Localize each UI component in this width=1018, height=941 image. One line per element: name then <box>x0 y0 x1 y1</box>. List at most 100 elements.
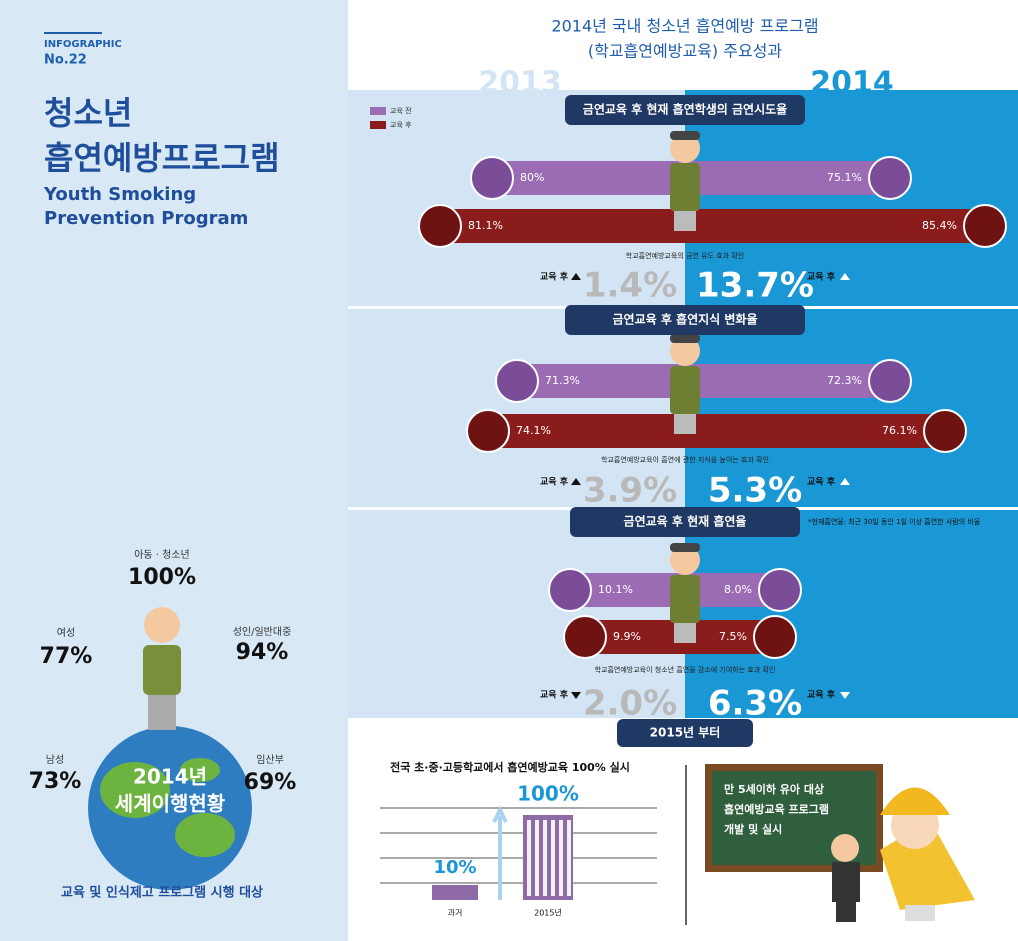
bar-label: 2015년 <box>534 908 562 918</box>
icon <box>466 409 510 453</box>
group-value: 100% <box>128 565 196 590</box>
bar-value: 10% <box>433 857 476 878</box>
value: 76.1% <box>882 424 917 437</box>
icon <box>753 615 797 659</box>
group-label: 여성 <box>57 627 75 639</box>
year: 2014 <box>810 66 894 101</box>
change-label: 교육 후 <box>540 689 569 701</box>
person-head <box>670 336 700 366</box>
side-note: *현재흡연율: 최근 30일 동안 1일 이상 흡연한 사람의 비율 <box>808 517 981 526</box>
person-legs <box>674 414 696 434</box>
value: 75.1% <box>827 171 862 184</box>
change: 5.3% <box>708 471 802 511</box>
header-title: 2014년 국내 청소년 흡연예방 프로그램 <box>551 17 818 36</box>
bar-label: 과거 <box>448 909 463 918</box>
icon <box>868 156 912 200</box>
child-legs <box>905 905 935 921</box>
banner-bg <box>617 719 753 747</box>
building <box>432 885 478 900</box>
person-hair <box>670 543 700 552</box>
arrow <box>840 478 850 485</box>
arrow <box>571 692 581 699</box>
banner: 2015년 부터 <box>650 725 721 740</box>
windows <box>559 820 563 896</box>
section-title: 금연교육 후 현재 흡연율 <box>624 514 747 529</box>
group-label: 임산부 <box>256 753 284 766</box>
person-body <box>670 575 700 623</box>
value: 10.1% <box>598 583 633 596</box>
icon <box>758 568 802 612</box>
section-title: 금연교육 후 흡연지식 변화율 <box>612 312 757 327</box>
change-label: 교육 후 <box>807 689 836 701</box>
child-hat <box>880 787 950 815</box>
change-label: 교육 후 <box>807 271 836 283</box>
value: 72.3% <box>827 374 862 387</box>
center: 세계이행현황 <box>115 792 226 816</box>
group-label: 아동 · 청소년 <box>134 549 190 561</box>
bar <box>468 414 965 448</box>
growth-arrow <box>492 805 508 900</box>
change: 3.9% <box>583 471 677 511</box>
icon <box>548 568 592 612</box>
windows <box>543 820 547 896</box>
change: 2.0% <box>583 684 677 724</box>
section-title: 금연교육 후 현재 흡연학생의 금연시도율 <box>583 102 787 117</box>
person-head <box>670 545 700 575</box>
person-head <box>144 607 180 643</box>
land <box>180 758 220 782</box>
subtitle: Youth Smoking <box>43 184 196 205</box>
value: 8.0% <box>724 583 752 596</box>
group-value: 69% <box>244 770 297 795</box>
note: 학교흡연예방교육이 흡연에 관한 지식을 높이는 효과 확인 <box>601 455 769 464</box>
subtitle: Prevention Program <box>44 208 248 229</box>
land <box>100 762 170 818</box>
group-label: 성인/일반대중 <box>233 626 292 638</box>
legend-label: 교육 후 <box>390 121 412 129</box>
change: 1.4% <box>583 266 677 306</box>
person-head <box>670 133 700 163</box>
title: 흡연예방프로그램 <box>44 139 280 177</box>
title: 청소년 <box>44 94 132 132</box>
center: 2014년 <box>133 765 207 789</box>
icon <box>923 409 967 453</box>
arrow <box>571 273 581 280</box>
left-title: 전국 초·중·고등학교에서 흡연예방교육 100% 실시 <box>390 760 630 774</box>
group-value: 77% <box>40 644 93 669</box>
person-hair <box>670 334 700 343</box>
legend-swatch <box>370 107 386 115</box>
note: 학교흡연예방교육이 청소년 흡연율 감소에 기여하는 효과 확인 <box>595 665 776 674</box>
icon <box>563 615 607 659</box>
person-legs <box>674 623 696 643</box>
section-title-bg <box>565 305 805 335</box>
icon <box>418 204 462 248</box>
person-body <box>670 366 700 414</box>
section-title-bg <box>570 507 800 537</box>
note: 학교흡연예방교육의 금연 유도 효과 확인 <box>626 251 744 260</box>
group-label: 남성 <box>46 754 64 766</box>
icon <box>963 204 1007 248</box>
bar-value: 100% <box>517 782 579 806</box>
caption: 교육 및 인식제고 프로그램 시행 대상 <box>61 885 263 901</box>
value: 80% <box>520 171 544 184</box>
change-label: 교육 후 <box>540 476 569 488</box>
windows <box>567 820 571 896</box>
group-value: 73% <box>29 769 82 794</box>
value: 74.1% <box>516 424 551 437</box>
teacher-head <box>831 834 859 862</box>
legend-label: 교육 전 <box>390 106 412 115</box>
board-text: 흡연예방교육 프로그램 <box>724 802 829 816</box>
section-title-bg <box>565 95 805 125</box>
number: No.22 <box>44 53 87 68</box>
value: 9.9% <box>613 630 641 643</box>
icon <box>470 156 514 200</box>
value: 85.4% <box>922 219 957 232</box>
arrow <box>571 478 581 485</box>
value: 71.3% <box>545 374 580 387</box>
windows <box>535 820 539 896</box>
board-text: 만 5세이하 유아 대상 <box>724 782 824 796</box>
group-value: 94% <box>236 640 289 665</box>
person-hair <box>670 131 700 140</box>
person-legs <box>148 695 176 730</box>
building <box>523 815 573 900</box>
